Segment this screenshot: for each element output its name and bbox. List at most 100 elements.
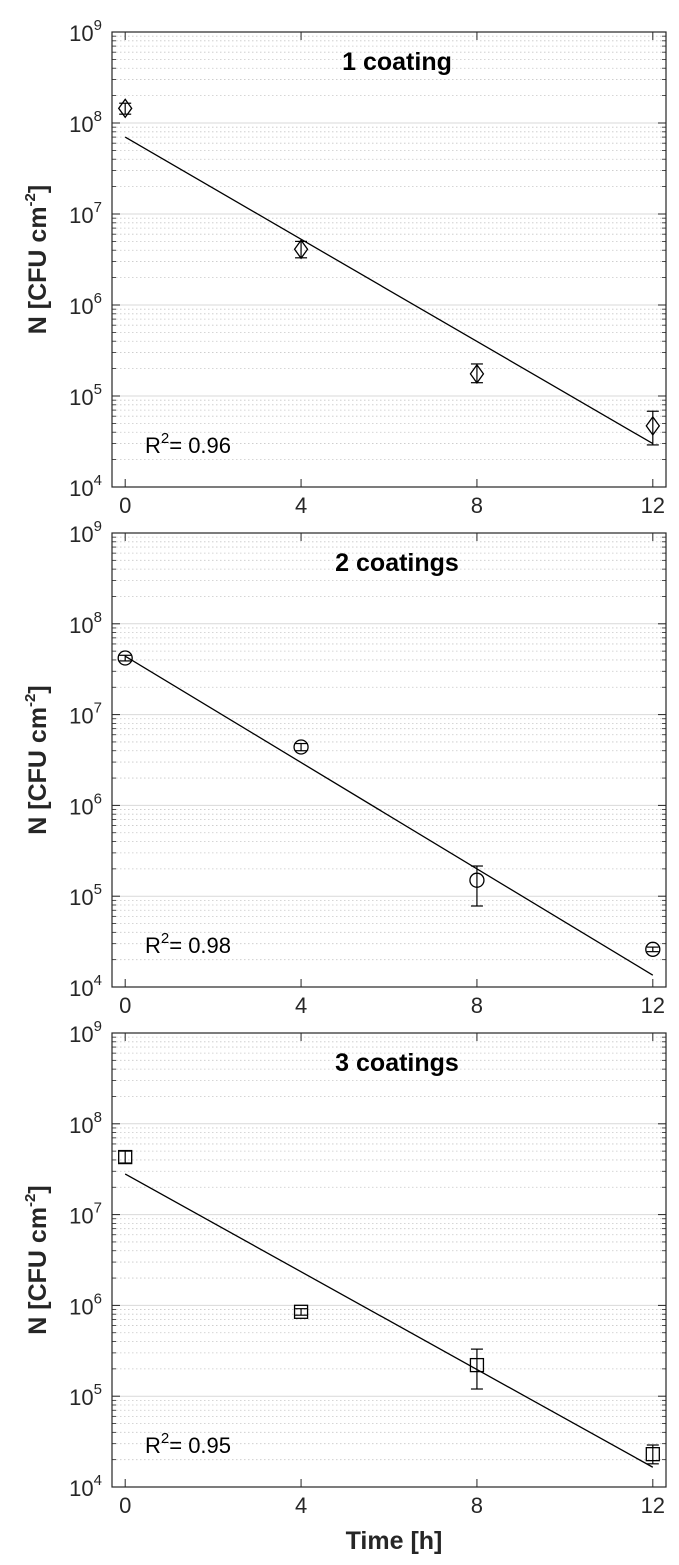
y-axis-label-superscript: -2 — [22, 1194, 39, 1207]
y-axis-label-superscript: -2 — [22, 193, 39, 206]
y-tick-exponent: 4 — [94, 1472, 102, 1489]
y-tick-exponent: 8 — [94, 108, 102, 125]
y-tick-label: 109 — [69, 17, 102, 46]
r-squared-label: R2= 0.98 — [145, 930, 231, 958]
y-tick-exponent: 5 — [94, 881, 102, 898]
y-tick-base: 10 — [69, 1476, 93, 1501]
data-point-circle — [293, 739, 309, 755]
data-point-circle — [469, 872, 485, 888]
y-tick-label: 105 — [69, 381, 102, 410]
y-tick-label: 108 — [69, 609, 102, 638]
y-tick-base: 10 — [69, 1294, 93, 1319]
r-squared-symbol: R — [145, 933, 161, 958]
error-bar — [119, 654, 132, 662]
y-ticks — [112, 1032, 666, 1488]
r-squared-label: R2= 0.95 — [145, 1430, 231, 1458]
r-squared-value: = 0.96 — [169, 433, 231, 458]
y-tick-exponent: 9 — [94, 518, 102, 535]
y-tick-label: 104 — [69, 972, 102, 1001]
y-tick-label: 108 — [69, 108, 102, 137]
y-axis-label-close: ] — [24, 185, 52, 193]
y-tick-base: 10 — [69, 385, 93, 410]
y-tick-label: 107 — [69, 700, 102, 729]
y-tick-exponent: 8 — [94, 1109, 102, 1126]
y-tick-label: 104 — [69, 472, 102, 501]
y-tick-base: 10 — [69, 1022, 93, 1047]
y-tick-label: 104 — [69, 1472, 102, 1501]
y-tick-exponent: 4 — [94, 972, 102, 989]
r-squared-symbol: R — [145, 433, 161, 458]
y-tick-exponent: 6 — [94, 790, 102, 807]
x-ticks: 0 4 8 12 — [119, 533, 665, 1018]
minor-grid — [112, 536, 666, 961]
y-axis-label-main: N [CFU cm — [24, 206, 52, 334]
y-tick-base: 10 — [69, 613, 93, 638]
y-tick-base: 10 — [69, 522, 93, 547]
y-tick-label: 108 — [69, 1109, 102, 1138]
y-tick-base: 10 — [69, 112, 93, 137]
fit-line — [124, 655, 654, 976]
data-point-diamond — [293, 239, 309, 260]
y-axis-label-close: ] — [24, 1185, 52, 1193]
fit-line — [124, 136, 654, 445]
panel-title: 1 coating — [342, 48, 452, 76]
y-axis-label: N [CFU cm-2] — [22, 185, 52, 334]
y-tick-exponent: 7 — [94, 700, 102, 717]
y-tick-base: 10 — [69, 21, 93, 46]
plot-area — [112, 32, 666, 487]
y-tick-base: 10 — [69, 294, 93, 319]
y-tick-base: 10 — [69, 476, 93, 501]
r-squared-exponent: 2 — [161, 430, 169, 447]
y-axis-label-superscript: -2 — [22, 694, 39, 707]
y-tick-exponent: 4 — [94, 472, 102, 489]
data-point-diamond — [469, 363, 485, 384]
minor-grid — [112, 35, 666, 461]
x-tick-label: 12 — [641, 993, 665, 1018]
data-point-square — [293, 1304, 309, 1319]
y-tick-base: 10 — [69, 885, 93, 910]
x-tick-label: 8 — [471, 493, 483, 518]
error-bar — [295, 1308, 308, 1316]
y-tick-exponent: 7 — [94, 199, 102, 216]
r-squared-value: = 0.95 — [169, 1433, 231, 1458]
r-squared-value: = 0.98 — [169, 933, 231, 958]
r-squared-label: R2= 0.96 — [145, 430, 231, 458]
data-point-square — [469, 1357, 485, 1373]
data-points — [118, 1149, 660, 1465]
panel-title: 3 coatings — [335, 1049, 459, 1077]
y-tick-exponent: 6 — [94, 1290, 102, 1307]
y-axis-label: N [CFU cm-2] — [22, 1185, 52, 1334]
y-tick-base: 10 — [69, 1113, 93, 1138]
y-tick-exponent: 9 — [94, 1018, 102, 1035]
data-point-circle — [117, 650, 133, 666]
data-point-square — [118, 1149, 133, 1165]
error-bar — [119, 102, 132, 115]
y-ticks — [112, 31, 666, 488]
data-points — [117, 650, 661, 957]
x-tick-label: 0 — [119, 1493, 131, 1518]
y-tick-label: 106 — [69, 1290, 102, 1319]
y-tick-exponent: 5 — [94, 1381, 102, 1398]
error-bar — [646, 946, 659, 953]
r-squared-symbol: R — [145, 1433, 161, 1458]
y-tick-base: 10 — [69, 704, 93, 729]
y-tick-label: 107 — [69, 199, 102, 228]
x-tick-label: 0 — [119, 993, 131, 1018]
data-point-diamond — [117, 98, 133, 119]
y-tick-label: 106 — [69, 790, 102, 819]
y-axis-label: N [CFU cm-2] — [22, 685, 52, 834]
x-tick-label: 4 — [295, 493, 307, 518]
data-point-circle — [645, 941, 661, 957]
x-tick-label: 8 — [471, 1493, 483, 1518]
y-tick-base: 10 — [69, 1385, 93, 1410]
x-tick-label: 12 — [641, 493, 665, 518]
y-tick-exponent: 8 — [94, 609, 102, 626]
y-axis-label-main: N [CFU cm — [24, 707, 52, 835]
y-tick-label: 105 — [69, 1381, 102, 1410]
x-axis-label: Time [h] — [346, 1527, 443, 1555]
